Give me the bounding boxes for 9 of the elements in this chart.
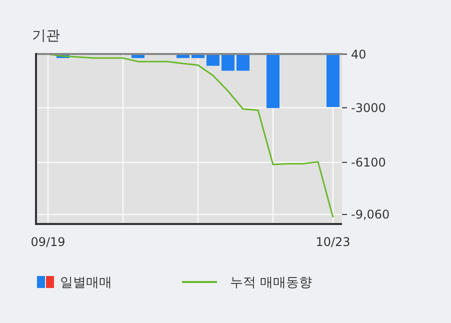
chart-title: 기관 (32, 28, 60, 44)
x-tick-label: 10/23 (316, 235, 350, 249)
y-tick-label: -3000 (351, 100, 386, 115)
legend-label: 누적 매매동향 (230, 276, 312, 291)
y-tick-label: -9,060 (351, 208, 390, 222)
y-tick-label: 40 (351, 47, 366, 62)
legend-label: 일별매매 (60, 276, 112, 291)
x-tick-label: 09/19 (30, 235, 66, 249)
y-tick-label: -6100 (351, 156, 386, 170)
